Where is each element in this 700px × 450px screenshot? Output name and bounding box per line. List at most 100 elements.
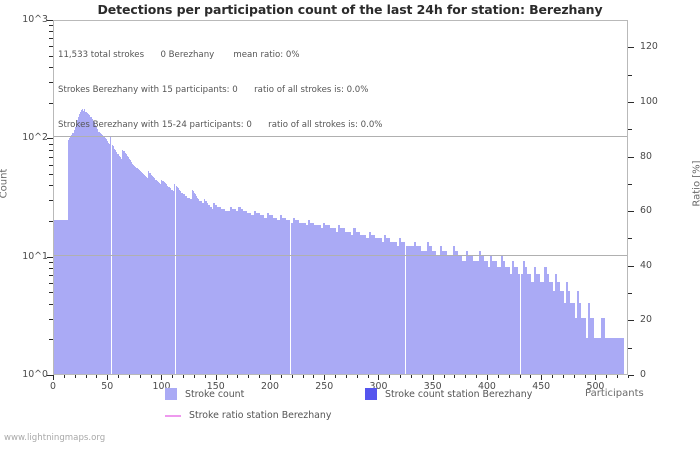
histogram-bar (305, 225, 308, 374)
histogram-bar (492, 261, 495, 374)
histogram-bar (195, 194, 197, 374)
histogram-bar (154, 179, 156, 374)
x-tick-minor (530, 375, 532, 378)
histogram-bar (448, 255, 452, 374)
histogram-bar (464, 261, 467, 374)
y2-tick-minor (628, 129, 632, 131)
histogram-bar (524, 267, 527, 374)
x-tick-minor (562, 375, 564, 378)
x-tick-minor (465, 375, 467, 378)
histogram-bar (594, 338, 597, 374)
histogram-bar (420, 250, 423, 374)
histogram-bar (164, 183, 166, 374)
histogram-bar (206, 202, 209, 374)
histogram-bar (273, 217, 276, 374)
legend-item-stroke-count-station[interactable]: Stroke count station Berezhany (365, 388, 532, 400)
histogram-bar (297, 220, 300, 374)
histogram-bar (80, 111, 82, 374)
histogram-bar (169, 187, 171, 374)
histogram-bar (140, 171, 142, 374)
annotation-line-2: Strokes Berezhany with 15 participants: … (58, 84, 369, 95)
histogram-bar (186, 195, 188, 374)
histogram-bar (84, 109, 86, 374)
x-tick-minor (226, 375, 228, 378)
x-tick-major (432, 375, 434, 380)
histogram-bar (247, 212, 250, 374)
histogram-bar (474, 261, 478, 374)
legend-item-stroke-count[interactable]: Stroke count (165, 388, 244, 400)
x-tick-label: 300 (369, 381, 388, 392)
histogram-bar (90, 117, 92, 374)
histogram-bar (70, 137, 72, 374)
y-tick-minor (49, 38, 53, 40)
x-tick-minor (74, 375, 76, 378)
legend-label: Stroke count station Berezhany (385, 388, 533, 400)
histogram-bar (435, 255, 439, 374)
histogram-bar (177, 188, 179, 374)
y-tick-major (47, 20, 53, 21)
histogram-bar (120, 157, 122, 374)
histogram-bar (101, 135, 103, 374)
histogram-bar (581, 317, 584, 374)
y-tick-minor (49, 149, 53, 151)
histogram-bar (401, 242, 404, 374)
histogram-bar (340, 228, 343, 374)
histogram-bar (192, 191, 194, 374)
histogram-bar (141, 172, 143, 374)
y2-tick-label: 60 (640, 205, 652, 217)
y2-tick-label: 20 (640, 314, 652, 326)
y2-tick-major (628, 47, 634, 49)
histogram-bar (511, 261, 514, 374)
histogram-bar (433, 250, 436, 374)
x-tick-minor (302, 375, 304, 378)
histogram-bar (249, 212, 252, 374)
histogram-bar (479, 250, 482, 374)
histogram-bar (175, 185, 177, 374)
histogram-bar (451, 255, 454, 374)
histogram-bar (307, 220, 311, 374)
histogram-bar (225, 210, 228, 374)
histogram-bar (238, 206, 241, 374)
histogram-bar (312, 222, 315, 374)
histogram-bar (260, 215, 263, 374)
histogram-bar (572, 302, 575, 374)
y-tick-minor (49, 185, 53, 187)
y2-tick-label: 0 (640, 369, 646, 380)
y2-tick-label: 100 (640, 95, 658, 107)
histogram-bar (76, 120, 78, 374)
histogram-bar (255, 212, 258, 374)
histogram-bar (388, 238, 391, 374)
histogram-bar (576, 291, 580, 374)
histogram-bar (303, 222, 306, 374)
y2-tick-major (628, 375, 634, 376)
y2-tick-minor (628, 347, 632, 349)
histogram-bar (514, 267, 517, 374)
histogram-bar (95, 124, 97, 374)
x-tick-major (107, 375, 109, 380)
histogram-bar (277, 220, 280, 374)
histogram-bar (257, 212, 261, 374)
x-tick-minor (172, 375, 174, 378)
histogram-bar (199, 200, 201, 374)
histogram-bar (390, 242, 393, 374)
y-tick-minor (49, 81, 53, 83)
histogram-bar (157, 180, 159, 374)
histogram-bar (134, 166, 136, 374)
legend-item-stroke-ratio-station[interactable]: Stroke ratio station Berezhany (165, 410, 331, 421)
histogram-bar (431, 250, 434, 374)
histogram-bar (97, 128, 99, 374)
histogram-bar (107, 141, 109, 374)
x-tick-minor (118, 375, 120, 378)
histogram-bar (138, 169, 140, 374)
histogram-bar (429, 246, 432, 374)
histogram-bar (144, 175, 146, 374)
histogram-bar (116, 153, 118, 374)
histogram-bar (163, 181, 165, 374)
y-tick-major (47, 375, 53, 376)
y-tick-label: 10^0 (22, 369, 48, 380)
histogram-bar (520, 274, 523, 374)
histogram-bar (557, 281, 560, 374)
y-tick-major (47, 256, 53, 258)
x-tick-minor (63, 375, 65, 378)
